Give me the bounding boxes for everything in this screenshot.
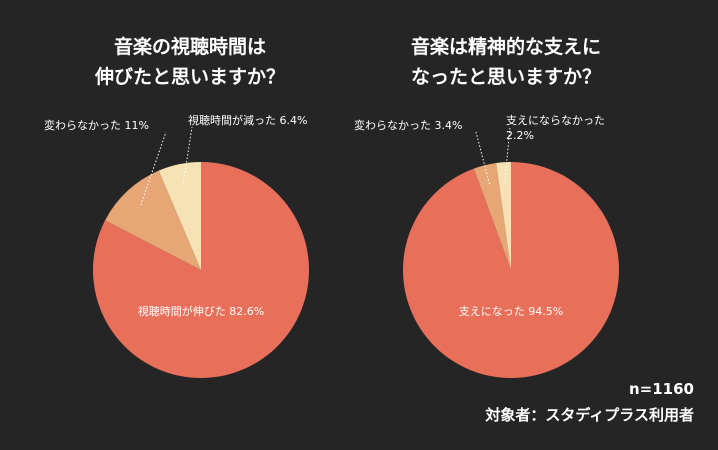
leader-line: [140, 131, 167, 206]
title-line: 伸びたと思いますか？: [94, 66, 285, 88]
pie-slice: [158, 162, 201, 270]
leader-line: [182, 126, 193, 184]
slice-category: 支えにならなかった: [506, 114, 605, 127]
slice-value: 94.5%: [528, 305, 564, 318]
slice-value: 6.4%: [279, 114, 308, 127]
slice-value: 82.6%: [229, 305, 265, 318]
slice-label: 変わらなかった 3.4%: [354, 118, 462, 133]
slice-category: 変わらなかった: [44, 119, 121, 132]
title-line: 音楽は精神的な支えに: [410, 36, 601, 58]
title-line: 音楽の視聴時間は: [113, 36, 266, 58]
slice-category: 視聴時間が減った: [188, 114, 276, 127]
pie-slice: [105, 170, 201, 270]
slice-category: 視聴時間が伸びた: [137, 305, 226, 318]
slice-label: 支えになった 94.5%: [411, 304, 611, 319]
slice-label: 視聴時間が減った 6.4%: [188, 113, 307, 128]
slice-category: 支えになった: [458, 305, 525, 318]
slice-value: 11%: [124, 119, 149, 132]
pie-slice: [93, 162, 310, 378]
pie-slice: [473, 163, 511, 270]
slice-category: 変わらなかった: [354, 119, 431, 132]
slice-label: 変わらなかった 11%: [44, 118, 149, 133]
sample-size: n=1160: [629, 380, 694, 398]
slice-value: 3.4%: [434, 119, 463, 132]
target-note: 対象者：スタディプラス利用者: [485, 406, 694, 424]
chart-title: 音楽は精神的な支えに なったと思いますか？: [356, 32, 656, 92]
chart-title: 音楽の視聴時間は 伸びたと思いますか？: [40, 32, 340, 92]
slice-value: 2.2%: [506, 129, 534, 142]
title-line: なったと思いますか？: [410, 66, 601, 88]
leader-line: [504, 126, 511, 182]
slice-label: 視聴時間が伸びた 82.6%: [101, 304, 301, 319]
slice-label: 支えにならなかった 2.2%: [506, 113, 626, 143]
pie-slice: [496, 162, 511, 270]
